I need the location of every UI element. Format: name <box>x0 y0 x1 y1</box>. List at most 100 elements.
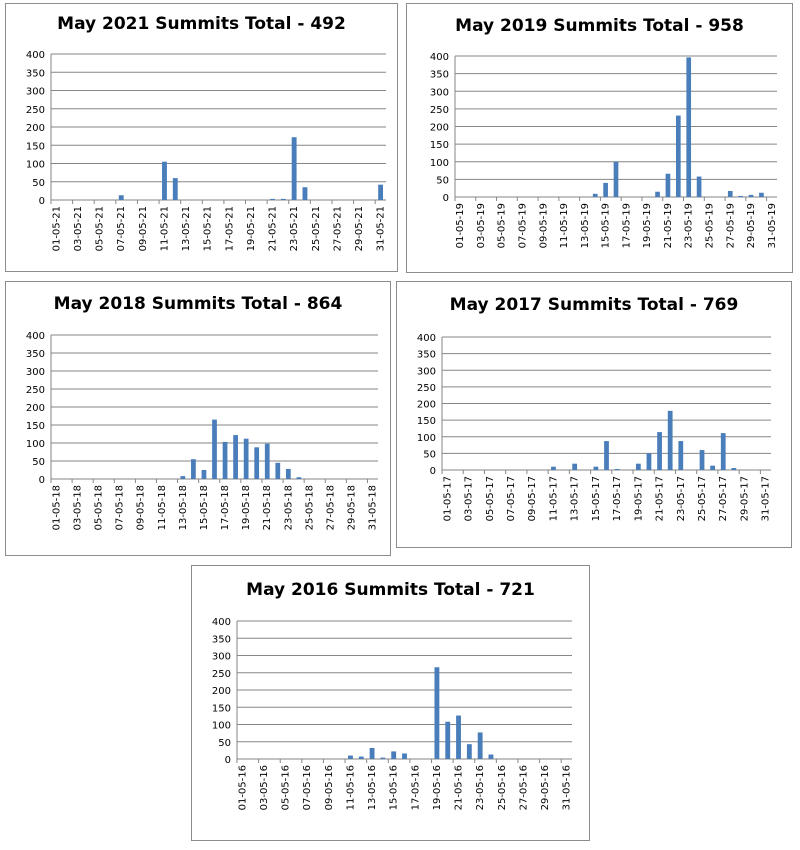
chart-may-2016: May 2016 Summits Total - 721 0 50 100 150 20… <box>191 565 590 841</box>
bar <box>233 435 238 479</box>
y-tick-label: 150 <box>212 703 231 714</box>
y-tick-label: 300 <box>430 87 449 98</box>
x-tick-label: 31-05-21 <box>376 206 387 251</box>
y-tick-label: 200 <box>26 123 45 134</box>
chart-title: May 2018 Summits Total - 864 <box>53 294 343 314</box>
bar <box>614 469 620 470</box>
bar <box>657 432 662 470</box>
bar <box>686 57 692 197</box>
y-tick-label: 100 <box>212 721 231 732</box>
x-tick-label: 25-05-19 <box>704 203 715 248</box>
y-tick-label: 50 <box>423 449 436 460</box>
bar <box>434 667 440 759</box>
bar <box>222 441 228 479</box>
x-tick-label: 21-05-18 <box>262 485 273 530</box>
chart-plot: 0 50 100 150 200 250 300 350 400 01-05-16 03-05-16… <box>212 617 573 810</box>
bar <box>280 198 286 200</box>
y-tick-label: 400 <box>212 617 231 628</box>
x-tick-label: 29-05-17 <box>739 476 750 521</box>
x-tick-label: 05-05-18 <box>93 485 104 530</box>
y-tick-label: 150 <box>26 421 45 432</box>
x-tick-label: 17-05-17 <box>612 476 623 521</box>
x-tick-label: 25-05-21 <box>311 206 322 251</box>
chart-title: May 2019 Summits Total - 958 <box>455 16 744 36</box>
bar <box>118 195 124 200</box>
x-tick-label: 09-05-21 <box>138 206 149 251</box>
y-tick-label: 50 <box>32 178 45 189</box>
x-tick-label: 27-05-18 <box>326 485 337 530</box>
bar <box>667 410 673 470</box>
y-tick-label: 200 <box>26 403 45 414</box>
x-tick-label: 23-05-16 <box>475 765 486 810</box>
x-tick-label: 23-05-21 <box>289 206 300 251</box>
x-tick-label: 15-05-21 <box>203 206 214 251</box>
x-tick-label: 13-05-16 <box>367 765 378 810</box>
y-tick-label: 300 <box>212 652 231 663</box>
bar <box>358 756 364 759</box>
y-tick-label: 350 <box>417 350 436 361</box>
bar <box>592 193 598 197</box>
bar <box>201 470 207 479</box>
bar <box>466 744 472 759</box>
x-tick-label: 03-05-18 <box>72 485 83 530</box>
x-tick-label: 17-05-21 <box>224 206 235 251</box>
bar <box>402 753 407 759</box>
bar <box>380 757 386 759</box>
y-tick-label: 250 <box>26 385 45 396</box>
x-tick-label: 19-05-18 <box>241 485 252 530</box>
x-tick-label: 09-05-17 <box>527 476 538 521</box>
bar <box>604 441 609 470</box>
y-tick-label: 100 <box>430 158 449 169</box>
x-tick-label: 19-05-19 <box>642 203 653 248</box>
x-tick-label: 25-05-18 <box>304 485 315 530</box>
x-tick-label: 03-05-17 <box>464 476 475 521</box>
x-tick-label: 03-05-19 <box>476 203 487 248</box>
x-tick-label: 29-05-19 <box>746 203 757 248</box>
y-tick-label: 350 <box>26 68 45 79</box>
chart-plot: 0 50 100 150 200 250 300 350 400 01-05-19 03-05-19… <box>430 52 778 248</box>
x-tick-label: 07-05-16 <box>302 765 313 810</box>
x-tick-label: 17-05-16 <box>410 765 421 810</box>
bar <box>720 433 726 470</box>
x-tick-label: 17-05-19 <box>621 203 632 248</box>
y-tick-label: 400 <box>26 331 45 342</box>
bar <box>172 178 178 200</box>
chart-may-2019: May 2019 Summits Total - 958 0 50 100 150 20… <box>406 3 793 273</box>
x-tick-label: 05-05-16 <box>281 765 292 810</box>
chart-plot: 0 50 100 150 200 250 300 350 400 01-05-21 03-05-21… <box>26 50 387 251</box>
x-tick-label: 05-05-21 <box>95 206 106 251</box>
bar <box>665 173 671 197</box>
bar <box>162 161 167 200</box>
x-tick-label: 01-05-21 <box>51 206 62 251</box>
x-tick-label: 01-05-16 <box>237 765 248 810</box>
bar <box>302 187 308 200</box>
bar <box>270 198 275 200</box>
x-tick-label: 09-05-16 <box>324 765 335 810</box>
bar <box>593 466 599 470</box>
y-tick-label: 0 <box>39 196 45 207</box>
x-tick-label: 17-05-18 <box>220 485 231 530</box>
x-tick-label: 31-05-19 <box>767 203 778 248</box>
y-tick-label: 250 <box>417 383 436 394</box>
x-tick-label: 27-05-21 <box>332 206 343 251</box>
x-tick-label: 27-05-17 <box>718 476 729 521</box>
chart-may-2017: May 2017 Summits Total - 769 0 50 100 150 20… <box>396 281 792 548</box>
x-tick-label: 15-05-18 <box>199 485 210 530</box>
bar <box>191 459 196 479</box>
bar <box>378 184 384 200</box>
chart-may-2018: May 2018 Summits Total - 864 0 50 100 150 20… <box>5 281 391 556</box>
y-tick-label: 0 <box>225 755 231 766</box>
x-tick-label: 31-05-17 <box>761 476 772 521</box>
bar <box>710 465 716 470</box>
x-tick-label: 05-05-17 <box>485 476 496 521</box>
y-tick-label: 100 <box>417 433 436 444</box>
y-tick-label: 0 <box>39 475 45 486</box>
bar <box>738 195 743 197</box>
bar <box>180 476 186 479</box>
y-tick-label: 250 <box>212 669 231 680</box>
x-tick-label: 15-05-19 <box>601 203 612 248</box>
x-tick-label: 21-05-21 <box>268 206 279 251</box>
bar <box>488 754 494 759</box>
x-tick-label: 27-05-16 <box>518 765 529 810</box>
chart-plot: 0 50 100 150 200 250 300 350 400 01-05-17 03-05-17… <box>417 333 772 521</box>
